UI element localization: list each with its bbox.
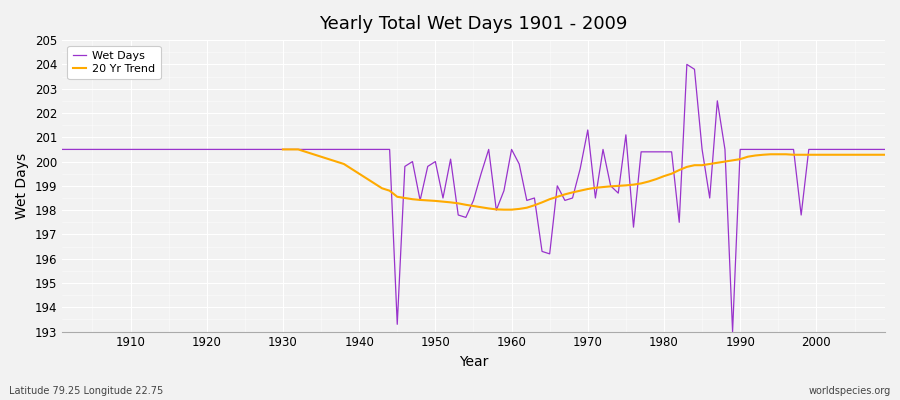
20 Yr Trend — [879, 152, 890, 157]
Wet Days — [879, 147, 890, 152]
Text: worldspecies.org: worldspecies.org — [809, 386, 891, 396]
X-axis label: Year: Year — [459, 355, 488, 369]
Wet Days — [499, 188, 509, 193]
20 Yr Trend — [651, 177, 661, 182]
20 Yr Trend — [697, 163, 707, 168]
20 Yr Trend — [644, 179, 654, 184]
Legend: Wet Days, 20 Yr Trend: Wet Days, 20 Yr Trend — [68, 46, 160, 79]
Y-axis label: Wet Days: Wet Days — [15, 153, 29, 219]
Line: 20 Yr Trend: 20 Yr Trend — [283, 150, 885, 210]
Wet Days — [285, 147, 296, 152]
Wet Days — [506, 147, 517, 152]
20 Yr Trend — [277, 147, 288, 152]
Wet Days — [681, 62, 692, 67]
Title: Yearly Total Wet Days 1901 - 2009: Yearly Total Wet Days 1901 - 2009 — [320, 15, 627, 33]
20 Yr Trend — [552, 194, 562, 199]
20 Yr Trend — [499, 207, 509, 212]
Text: Latitude 79.25 Longitude 22.75: Latitude 79.25 Longitude 22.75 — [9, 386, 163, 396]
20 Yr Trend — [674, 168, 685, 172]
Line: Wet Days: Wet Days — [62, 64, 885, 332]
Wet Days — [598, 147, 608, 152]
Wet Days — [118, 147, 129, 152]
Wet Days — [727, 329, 738, 334]
20 Yr Trend — [819, 152, 830, 157]
Wet Days — [57, 147, 68, 152]
Wet Days — [331, 147, 342, 152]
